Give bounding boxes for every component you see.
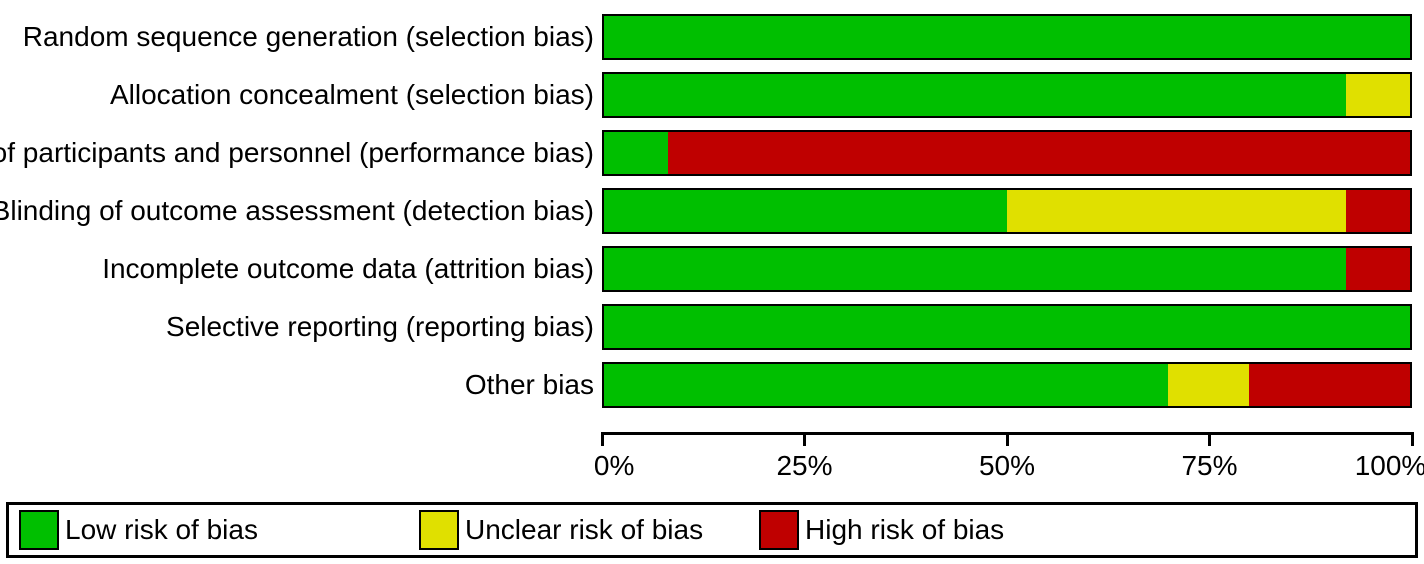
stacked-bar [602, 246, 1412, 292]
risk-of-bias-chart: Random sequence generation (selection bi… [0, 0, 1424, 564]
chart-row: Blinding of participants and personnel (… [0, 124, 1424, 182]
bar-segment-high [1346, 248, 1410, 290]
stacked-bar [602, 188, 1412, 234]
legend-swatch [19, 510, 59, 550]
row-label: Blinding of outcome assessment (detectio… [0, 195, 594, 227]
stacked-bar [602, 14, 1412, 60]
chart-row: Blinding of outcome assessment (detectio… [0, 182, 1424, 240]
bar-segment-unclear [1346, 74, 1410, 116]
chart-row: Selective reporting (reporting bias) [0, 298, 1424, 356]
axis-tick [1208, 432, 1211, 446]
stacked-bar [602, 304, 1412, 350]
legend-item: Unclear risk of bias [419, 510, 703, 550]
axis-tick-label: 25% [776, 450, 832, 482]
legend-item: Low risk of bias [19, 510, 258, 550]
bar-segment-high [1249, 364, 1410, 406]
row-label: Other bias [465, 369, 594, 401]
legend-swatch [759, 510, 799, 550]
bar-segment-low [604, 364, 1168, 406]
stacked-bar [602, 130, 1412, 176]
bar-segment-high [668, 132, 1410, 174]
legend: Low risk of bias Unclear risk of bias High… [6, 502, 1418, 558]
row-label: Blinding of participants and personnel (… [0, 137, 594, 169]
row-label: Selective reporting (reporting bias) [166, 311, 594, 343]
legend-label: Unclear risk of bias [465, 514, 703, 546]
chart-row: Allocation concealment (selection bias) [0, 66, 1424, 124]
chart-row: Other bias [0, 356, 1424, 414]
bar-segment-low [604, 190, 1007, 232]
axis-tick-label: 50% [979, 450, 1035, 482]
row-label: Allocation concealment (selection bias) [110, 79, 594, 111]
legend-label: High risk of bias [805, 514, 1004, 546]
bar-segment-low [604, 306, 1410, 348]
axis-tick [803, 432, 806, 446]
bar-segment-low [604, 248, 1346, 290]
x-axis: 0%25%50%75%100% [602, 432, 1412, 488]
axis-tick-label: 0% [594, 450, 634, 482]
bar-segment-low [604, 132, 668, 174]
legend-label: Low risk of bias [65, 514, 258, 546]
row-label: Random sequence generation (selection bi… [23, 21, 594, 53]
stacked-bar [602, 362, 1412, 408]
axis-tick [1006, 432, 1009, 446]
bar-segment-unclear [1007, 190, 1346, 232]
bar-segment-high [1346, 190, 1410, 232]
axis-tick [601, 432, 604, 446]
chart-row: Incomplete outcome data (attrition bias) [0, 240, 1424, 298]
chart-row: Random sequence generation (selection bi… [0, 8, 1424, 66]
axis-tick [1411, 432, 1414, 446]
stacked-bar [602, 72, 1412, 118]
axis-tick-label: 100% [1355, 450, 1424, 482]
bar-segment-unclear [1168, 364, 1249, 406]
legend-item: High risk of bias [759, 510, 1004, 550]
legend-swatch [419, 510, 459, 550]
axis-tick-label: 75% [1181, 450, 1237, 482]
row-label: Incomplete outcome data (attrition bias) [102, 253, 594, 285]
bar-segment-low [604, 16, 1410, 58]
bar-segment-low [604, 74, 1346, 116]
